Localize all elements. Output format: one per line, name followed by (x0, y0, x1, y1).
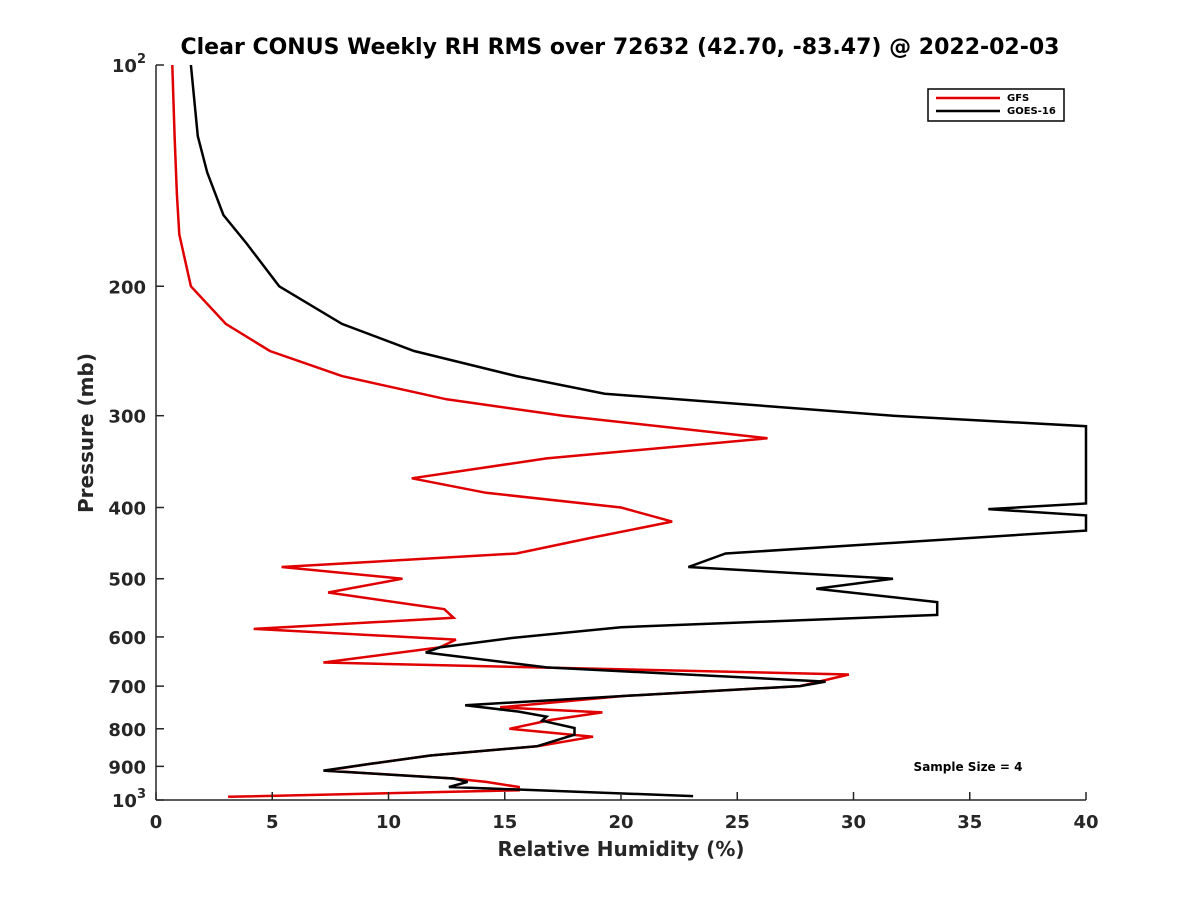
y-tick-label: 700 (108, 677, 146, 698)
x-axis-ticks: 0 5 10 15 20 25 30 35 40 (150, 792, 1099, 833)
chart-title: Clear CONUS Weekly RH RMS over 72632 (42… (181, 35, 1060, 60)
series-group (171, 64, 1088, 799)
plot-background (156, 65, 1086, 800)
series-line-goes-16 (189, 64, 1088, 798)
sample-size-annotation: Sample Size = 4 (914, 760, 1023, 774)
x-tick-label: 30 (841, 812, 866, 833)
x-tick-label: 20 (608, 812, 633, 833)
legend-label-gfs: GFS (1007, 93, 1029, 104)
y-tick-label-power: 103 (112, 787, 146, 812)
y-tick-label: 300 (108, 407, 146, 428)
y-axis-label: Pressure (mb) (74, 353, 98, 513)
y-tick-exponent: 2 (137, 52, 146, 67)
legend-label-goes16: GOES-16 (1007, 106, 1056, 117)
legend: GFS GOES-16 (927, 88, 1065, 122)
y-tick-base: 10 (112, 56, 137, 77)
x-tick-label: 15 (492, 812, 517, 833)
y-tick-label: 200 (108, 277, 146, 298)
y-tick-label-power: 102 (112, 52, 146, 77)
x-tick-label: 25 (725, 812, 750, 833)
x-tick-label: 10 (376, 812, 401, 833)
x-tick-label: 5 (266, 812, 279, 833)
x-tick-label: 0 (150, 812, 163, 833)
y-tick-label: 500 (108, 570, 146, 591)
legend-box (927, 88, 1065, 122)
y-tick-label: 800 (108, 720, 146, 741)
x-tick-label: 35 (957, 812, 982, 833)
y-tick-base: 10 (112, 791, 137, 812)
y-tick-exponent: 3 (137, 787, 146, 802)
plot-area (155, 64, 1088, 801)
y-tick-label: 400 (108, 499, 146, 520)
x-axis-label: Relative Humidity (%) (497, 837, 744, 861)
x-tick-label: 40 (1073, 812, 1098, 833)
y-tick-label: 900 (108, 757, 146, 778)
y-tick-label: 600 (108, 628, 146, 649)
